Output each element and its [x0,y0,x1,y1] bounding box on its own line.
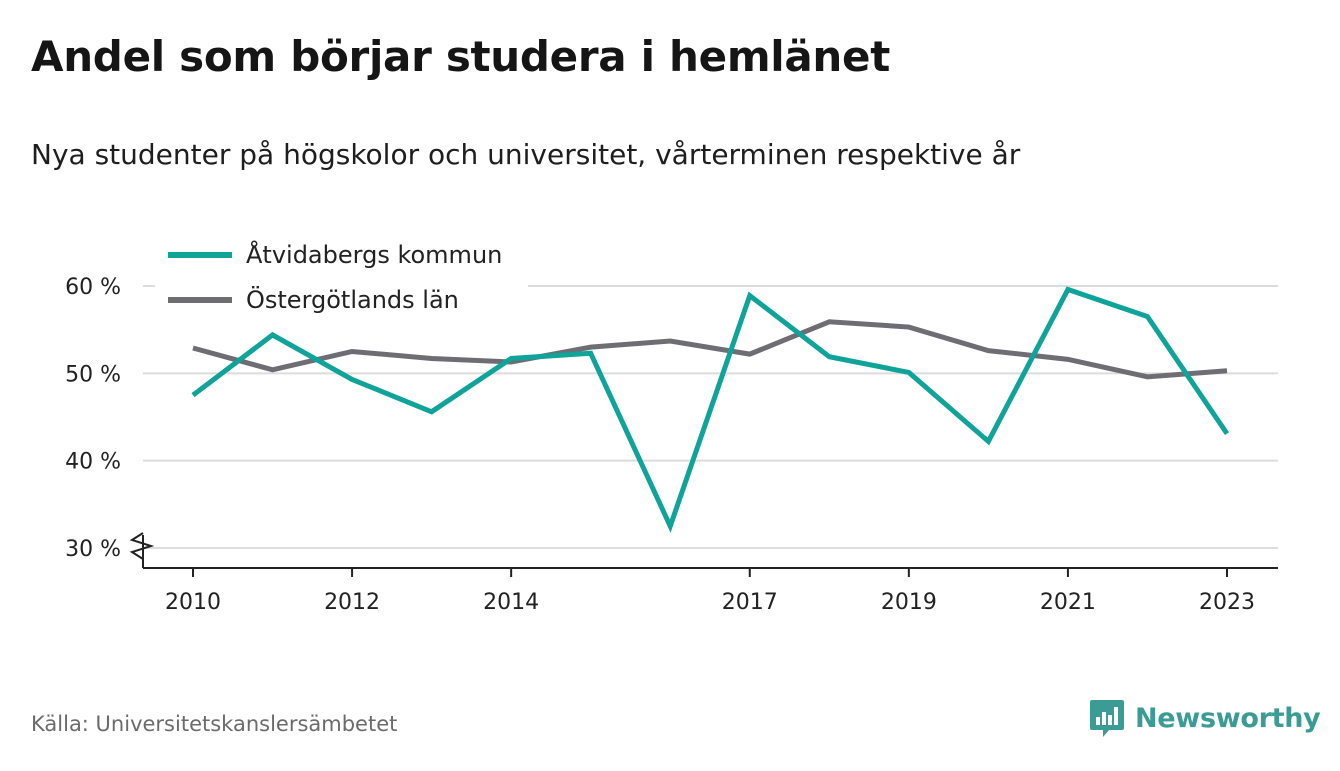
axis-break-icon [129,532,155,560]
series-line-atvidaberg [191,286,1230,533]
x-tick-label: 2010 [165,590,221,615]
axes: 30 % 40 % 50 % 60 % 2010 2012 2014 2017 2019 2021… [65,275,1278,615]
brand-logo[interactable]: Newsworthy [1089,698,1321,738]
x-tick-label: 2023 [1199,590,1255,615]
legend-background [155,232,528,320]
x-tick-label: 2019 [881,590,937,615]
line-chart: 30 % 40 % 50 % 60 % 2010 2012 2014 2017 2019 2021… [65,232,1278,615]
y-tick-label: 60 % [65,275,121,300]
source-note: Källa: Universitetskanslersämbetet [31,712,398,736]
x-tick-label: 2021 [1040,590,1096,615]
y-tick-label: 50 % [65,362,121,387]
legend: Åtvidabergs kommun Östergötlands län [155,232,528,320]
x-tick-label: 2012 [324,590,380,615]
y-tick-label: 40 % [65,450,121,475]
x-tick-label: 2017 [722,590,778,615]
newsworthy-logo-icon [1090,700,1124,737]
legend-label: Östergötlands län [246,285,459,314]
series-layer [191,286,1230,533]
chart-subtitle: Nya studenter på högskolor och universit… [31,138,1021,171]
legend-label: Åtvidabergs kommun [246,240,502,269]
chart-title: Andel som börjar studera i hemlänet [31,32,890,81]
x-tick-label: 2014 [483,590,539,615]
brand-name: Newsworthy [1135,702,1321,734]
y-tick-label: 30 % [65,537,121,562]
series-line-ostergotland [192,319,1228,380]
